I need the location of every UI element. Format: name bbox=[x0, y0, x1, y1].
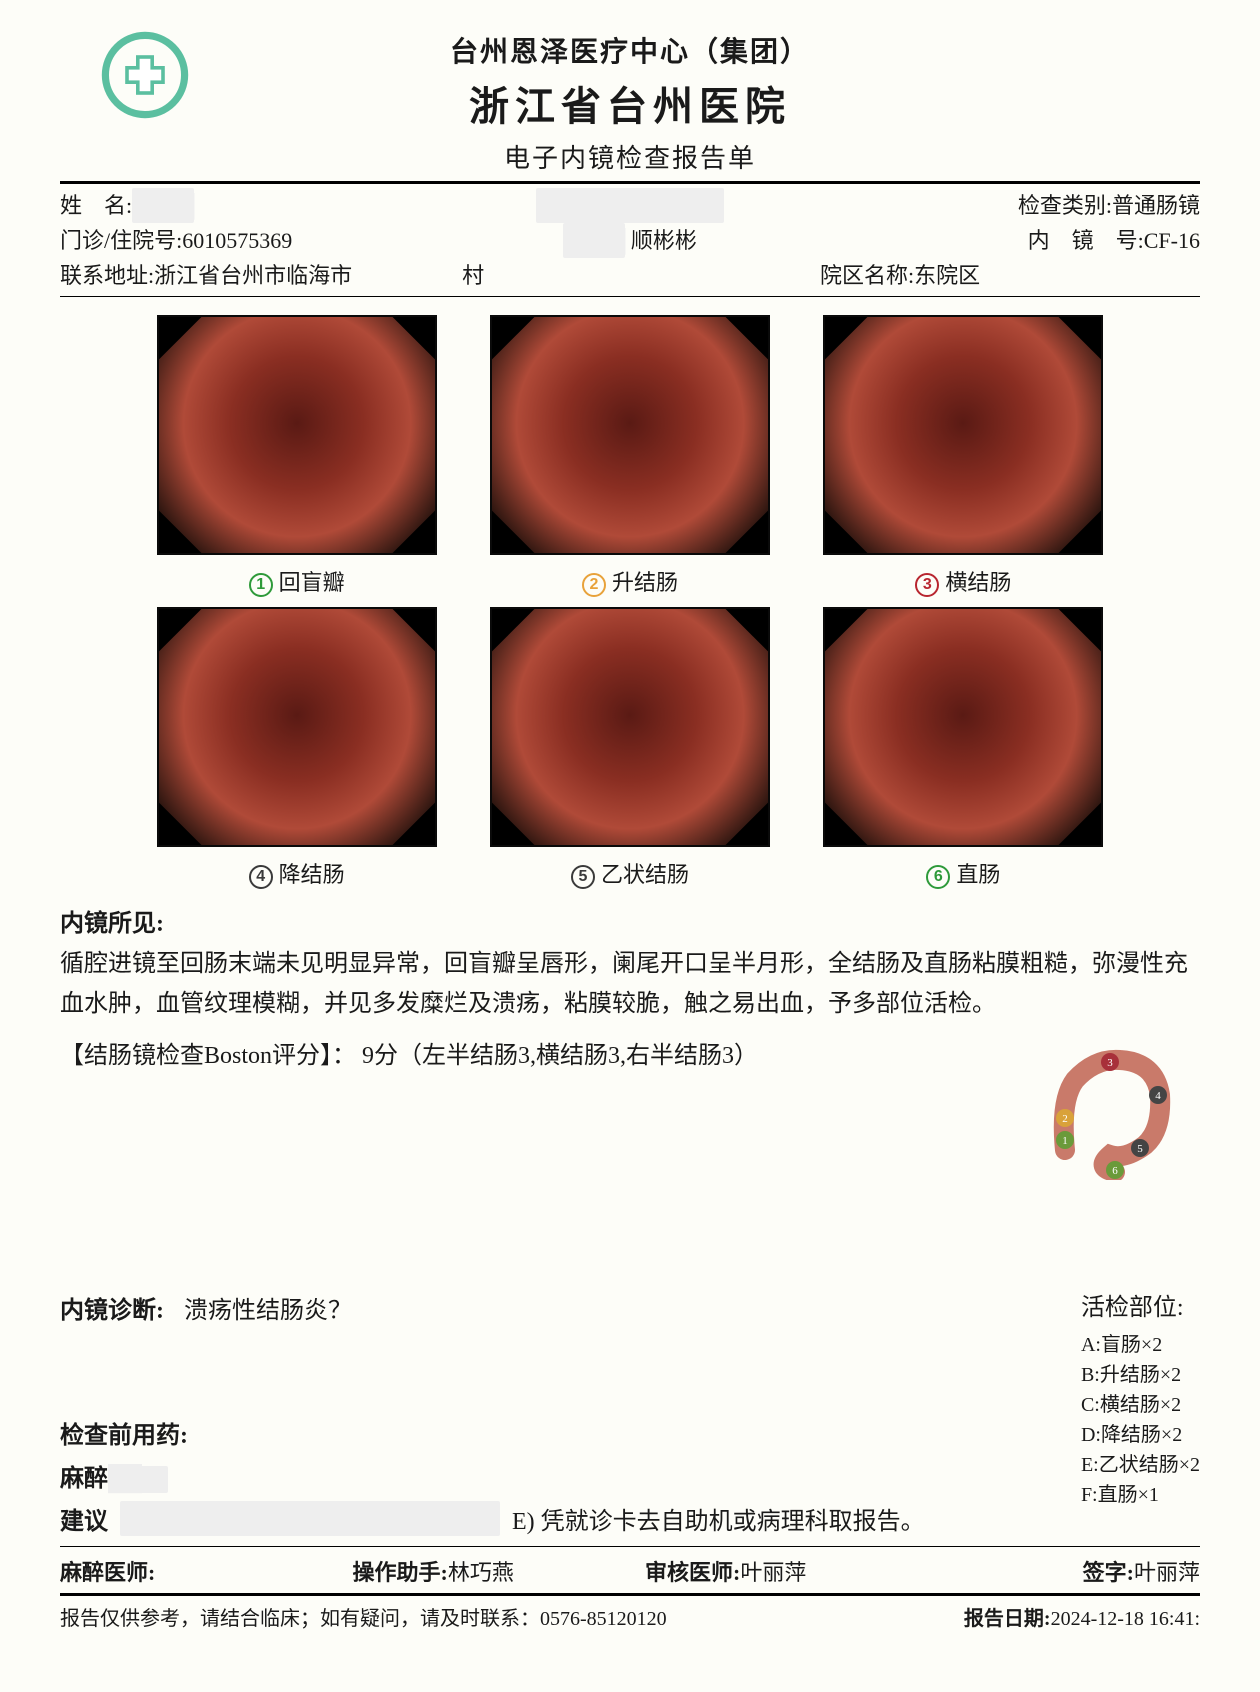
advice-tail: E) 凭就诊卡去自助机或病理科取报告。 bbox=[512, 1501, 925, 1536]
assist-value: 林巧燕 bbox=[448, 1560, 514, 1585]
endoscopy-image-grid: 1回盲瓣 2升结肠 3横结肠 4降结肠 5乙状结肠 6直肠 bbox=[150, 315, 1110, 889]
biopsy-item: A:盲肠×2 bbox=[1081, 1330, 1200, 1360]
addr-value: 浙江省台州市临海市 村 bbox=[154, 263, 484, 288]
biopsy-sites: 活检部位: A:盲肠×2B:升结肠×2C:横结肠×2D:降结肠×2E:乙状结肠×… bbox=[1081, 1290, 1200, 1510]
campus-value: 东院区 bbox=[914, 263, 980, 288]
addr-label: 联系地址: bbox=[60, 263, 154, 288]
exam-type-value: 普通肠镜 bbox=[1112, 193, 1200, 218]
premed-label: 检查前用药: bbox=[60, 1423, 188, 1449]
campus-label: 院区名称: bbox=[820, 263, 914, 288]
anes-doc-label: 麻醉医师: bbox=[60, 1560, 155, 1585]
mid-redact: ████████████ bbox=[536, 188, 723, 223]
org-name: 台州恩泽医疗中心（集团） bbox=[60, 30, 1200, 70]
scope-value: CF-16 bbox=[1144, 228, 1200, 253]
scope-label: 内 镜 号: bbox=[1028, 228, 1144, 253]
name-value: ████ bbox=[132, 188, 194, 223]
biopsy-item: C:横结肠×2 bbox=[1081, 1390, 1200, 1420]
divider bbox=[60, 1593, 1200, 1596]
endoscopy-thumb: 6直肠 bbox=[817, 607, 1110, 889]
exam-type-label: 检查类别: bbox=[1018, 193, 1112, 218]
visit-value: 6010575369 bbox=[182, 228, 292, 253]
review-value: 叶丽萍 bbox=[740, 1560, 806, 1585]
svg-text:2: 2 bbox=[1062, 1113, 1068, 1125]
report-header: 台州恩泽医疗中心（集团） 浙江省台州医院 电子内镜检查报告单 bbox=[60, 30, 1200, 175]
svg-text:1: 1 bbox=[1062, 1135, 1068, 1147]
biopsy-item: B:升结肠×2 bbox=[1081, 1360, 1200, 1390]
biopsy-head: 活检部位: bbox=[1081, 1290, 1200, 1326]
biopsy-item: F:直肠×1 bbox=[1081, 1480, 1200, 1510]
info-row-3: 联系地址:浙江省台州市临海市 村 院区名称:东院区 bbox=[60, 258, 1200, 293]
endoscopy-thumb: 2升结肠 bbox=[483, 315, 776, 597]
report-footer: 报告仅供参考，请结合临床；如有疑问，请及时联系：0576-85120120 报告… bbox=[60, 1602, 1200, 1631]
review-label: 审核医师: bbox=[645, 1560, 740, 1585]
date-label: 报告日期: bbox=[964, 1608, 1051, 1630]
divider bbox=[60, 296, 1200, 297]
endoscopy-thumb: 5乙状结肠 bbox=[483, 607, 776, 889]
svg-text:4: 4 bbox=[1155, 1090, 1161, 1102]
endoscopy-thumb: 4降结肠 bbox=[150, 607, 443, 889]
hospital-logo-icon bbox=[100, 30, 190, 120]
colon-diagram-icon: 1 2 3 4 5 6 bbox=[1040, 1040, 1180, 1180]
svg-text:6: 6 bbox=[1112, 1165, 1118, 1177]
assist-label: 操作助手: bbox=[353, 1560, 448, 1585]
diagnosis-value: 溃疡性结肠炎？ bbox=[184, 1290, 352, 1325]
endoscopy-thumb: 3横结肠 bbox=[817, 315, 1110, 597]
name-label: 姓 名: bbox=[60, 193, 132, 218]
anes-label: 麻醉 bbox=[60, 1466, 108, 1492]
endoscopy-thumb: 1回盲瓣 bbox=[150, 315, 443, 597]
visit-label: 门诊/住院号: bbox=[60, 228, 182, 253]
findings-body: 循腔进镜至回肠末端未见明显异常，回盲瓣呈唇形，阑尾开口呈半月形，全结肠及直肠粘膜… bbox=[60, 944, 1200, 1026]
info-row-1: 姓 名:████ ████████████ 检查类别:普通肠镜 bbox=[60, 188, 1200, 223]
sig-value: 叶丽萍 bbox=[1134, 1560, 1200, 1585]
svg-text:5: 5 bbox=[1137, 1143, 1143, 1155]
date-value: 2024-12-18 16:41: bbox=[1051, 1608, 1200, 1630]
findings-head: 内镜所见: bbox=[60, 903, 1200, 938]
sig-label: 签字: bbox=[1083, 1560, 1134, 1585]
boston-score: 【结肠镜检查Boston评分】： 9分（左半结肠3,横结肠3,右半结肠3） bbox=[60, 1035, 1200, 1070]
signature-row: 麻醉医师: 操作助手:林巧燕 审核医师:叶丽萍 签字:叶丽萍 bbox=[60, 1555, 1200, 1587]
diagnosis-label: 内镜诊断: bbox=[60, 1290, 164, 1325]
advice-label: 建议 bbox=[60, 1501, 108, 1536]
divider bbox=[60, 181, 1200, 184]
biopsy-item: D:降结肠×2 bbox=[1081, 1420, 1200, 1450]
lower-section: 内镜诊断: 溃疡性结肠炎？ 活检部位: A:盲肠×2B:升结肠×2C:横结肠×2… bbox=[60, 1290, 1200, 1631]
mid-frag: 顺彬彬 bbox=[631, 228, 697, 253]
report-title: 电子内镜检查报告单 bbox=[60, 138, 1200, 175]
divider bbox=[60, 1546, 1200, 1547]
svg-text:3: 3 bbox=[1107, 1057, 1113, 1069]
info-row-2: 门诊/住院号:6010575369 ████ 顺彬彬 内 镜 号:CF-16 bbox=[60, 223, 1200, 258]
biopsy-item: E:乙状结肠×2 bbox=[1081, 1450, 1200, 1480]
hospital-name: 浙江省台州医院 bbox=[60, 74, 1200, 132]
footer-note: 报告仅供参考，请结合临床；如有疑问，请及时联系：0576-85120120 bbox=[60, 1602, 667, 1631]
